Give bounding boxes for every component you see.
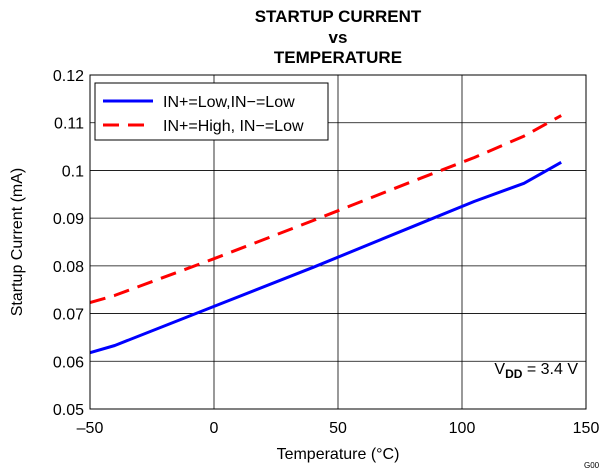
grid — [90, 75, 586, 409]
y-tick-label: 0.07 — [53, 307, 84, 324]
y-tick-label: 0.06 — [53, 354, 84, 371]
series-line-1 — [89, 160, 562, 355]
y-axis-label: Startup Current (mA) — [9, 168, 26, 316]
legend-label-series-2: IN+=High, IN−=Low — [163, 118, 304, 135]
chart-title-line-1: STARTUP CURRENT — [255, 7, 422, 26]
legend-label-series-1: IN+=Low,IN−=Low — [163, 94, 295, 111]
y-tick-label: 0.12 — [53, 68, 84, 85]
vdd-annotation: VDD = 3.4 V — [494, 361, 578, 381]
tick-labels: –50 0 50 100 150 0.05 0.06 0.07 0.08 0.09 0.1 0.11 0… — [53, 68, 600, 437]
plot-frame — [89, 74, 587, 410]
x-tick-label: 50 — [329, 420, 347, 437]
x-tick-label: 0 — [210, 420, 219, 437]
x-axis-label: Temperature (°C) — [277, 446, 400, 463]
y-tick-label: 0.08 — [53, 259, 84, 276]
series-line-2 — [89, 114, 562, 305]
x-tick-label: 100 — [449, 420, 476, 437]
x-tick-label: –50 — [77, 420, 104, 437]
figure-code: G00 — [584, 461, 600, 470]
legend: IN+=Low,IN−=Low IN+=High, IN−=Low — [94, 82, 329, 141]
y-tick-label: 0.09 — [53, 211, 84, 228]
y-tick-label: 0.1 — [62, 163, 84, 180]
y-tick-label: 0.05 — [53, 402, 84, 419]
vdd-annotation-prefix: V — [494, 361, 505, 378]
x-tick-label: 150 — [573, 420, 600, 437]
y-tick-label: 0.11 — [54, 116, 84, 133]
chart-title-line-3: TEMPERATURE — [274, 48, 402, 67]
chart-title-line-2: vs — [329, 28, 348, 47]
vdd-annotation-subscript: DD — [505, 367, 523, 381]
vdd-annotation-suffix: = 3.4 V — [522, 361, 578, 378]
legend-box — [94, 82, 329, 141]
series-group — [89, 114, 562, 355]
